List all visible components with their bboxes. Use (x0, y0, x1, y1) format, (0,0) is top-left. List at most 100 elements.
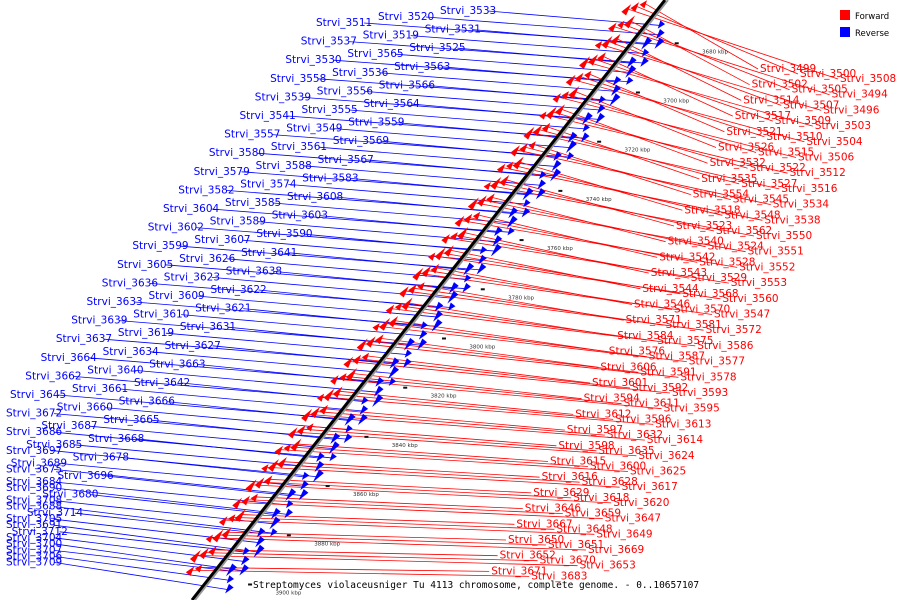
reverse-gene-label: Strvi_3590 (256, 228, 312, 240)
forward-connector (191, 569, 530, 577)
forward-gene-arrow (274, 445, 284, 456)
forward-connector (627, 8, 839, 80)
forward-gene-label: Strvi_3578 (680, 371, 736, 383)
reverse-gene-arrow (269, 516, 281, 530)
forward-gene-label: Strvi_3542 (659, 251, 715, 263)
reverse-gene-arrow (256, 527, 266, 538)
reverse-gene-arrow (550, 168, 562, 182)
reverse-connector (151, 419, 335, 440)
reverse-connector (149, 283, 451, 308)
reverse-connector (166, 401, 349, 421)
reverse-connector (364, 91, 600, 111)
reverse-connector (105, 475, 290, 497)
forward-gene-arrow (463, 213, 473, 224)
reverse-connector (395, 53, 630, 73)
reverse-gene-label: Strvi_3712 (12, 526, 68, 538)
forward-gene-arrow (519, 143, 528, 153)
forward-gene-arrow (199, 547, 209, 560)
reverse-gene-arrow (226, 575, 235, 584)
forward-gene-arrow (561, 91, 569, 100)
reverse-gene-label: Strvi_3583 (302, 172, 358, 184)
reverse-gene-label: Strvi_3621 (195, 303, 251, 315)
reverse-connector (411, 103, 587, 120)
reverse-gene-label: Strvi_3569 (333, 135, 389, 147)
forward-gene-arrow (205, 534, 213, 543)
axis-tick-label: 3880 kbp (314, 541, 340, 547)
reverse-gene-label: Strvi_3579 (194, 166, 250, 178)
forward-gene-arrow (401, 297, 413, 311)
axis-tick-mark (558, 189, 563, 192)
reverse-gene-arrow (506, 215, 518, 229)
forward-connector (269, 478, 532, 494)
forward-connector (283, 461, 540, 478)
reverse-gene-label: Strvi_3525 (409, 42, 465, 54)
forward-connector (460, 220, 738, 268)
reverse-gene-arrow (611, 84, 621, 96)
reverse-gene-arrow (270, 528, 278, 537)
reverse-gene-arrow (522, 187, 534, 201)
forward-connector (366, 355, 591, 384)
reverse-connector (212, 345, 394, 365)
reverse-gene-arrow (242, 547, 250, 556)
forward-gene-arrow (290, 438, 302, 452)
axis-tick-mark (597, 140, 602, 143)
forward-gene-arrow (372, 323, 380, 332)
reverse-gene-arrow (329, 452, 337, 462)
reverse-connector (304, 233, 483, 252)
forward-gene-arrow (434, 247, 446, 261)
reverse-gene-arrow (225, 583, 234, 594)
reverse-gene-arrow (372, 394, 384, 408)
reverse-gene-label: Strvi_3640 (87, 364, 143, 376)
forward-gene-arrow (228, 514, 236, 523)
reverse-gene-arrow (286, 500, 294, 509)
reverse-connector (272, 134, 570, 158)
reverse-gene-arrow (448, 302, 456, 311)
reverse-gene-label: Strvi_3622 (211, 284, 267, 296)
forward-connector (588, 73, 725, 133)
reverse-gene-arrow (357, 413, 368, 426)
reverse-connector (120, 457, 305, 478)
forward-connector (252, 484, 612, 504)
reverse-connector (442, 66, 616, 83)
forward-gene-arrow (512, 156, 524, 170)
forward-gene-label: Strvi_3546 (634, 299, 691, 311)
reverse-gene-arrow (551, 159, 562, 172)
forward-gene-label: Strvi_3550 (756, 230, 812, 242)
forward-gene-label: Strvi_3522 (750, 162, 806, 174)
reverse-connector (380, 140, 557, 158)
forward-gene-label: Strvi_3646 (525, 503, 582, 515)
forward-gene-arrow (608, 22, 617, 33)
forward-gene-arrow (588, 54, 599, 66)
reverse-connector (426, 85, 601, 102)
reverse-gene-arrow (359, 405, 369, 415)
forward-connector (288, 446, 589, 467)
forward-gene-arrow (457, 227, 469, 240)
forward-connector (196, 554, 578, 567)
reverse-connector (53, 524, 258, 553)
reverse-gene-arrow (581, 112, 593, 125)
forward-gene-arrow (579, 56, 591, 70)
reverse-gene-arrow (420, 321, 428, 330)
reverse-gene-arrow (285, 488, 297, 502)
forward-gene-arrow (394, 302, 403, 311)
reverse-gene-arrow (240, 555, 250, 566)
reverse-connector (287, 115, 585, 139)
forward-gene-label: Strvi_3524 (708, 241, 765, 253)
reverse-gene-label: Strvi_3668 (88, 433, 144, 445)
forward-gene-label: Strvi_3611 (624, 398, 680, 410)
forward-connector (469, 217, 698, 263)
reverse-gene-label: Strvi_3541 (240, 110, 296, 122)
reverse-connector (257, 221, 497, 243)
forward-gene-label: Strvi_3652 (500, 550, 556, 562)
forward-gene-arrow (545, 106, 557, 120)
forward-gene-arrow (339, 373, 347, 382)
reverse-connector (53, 556, 230, 581)
forward-connector (279, 449, 629, 472)
reverse-connector (53, 543, 244, 572)
axis-line (190, 0, 667, 600)
forward-gene-label: Strvi_3500 (800, 68, 856, 80)
reverse-gene-arrow (253, 544, 265, 558)
forward-gene-label: Strvi_3538 (764, 214, 820, 226)
forward-gene-arrow (472, 211, 481, 220)
forward-connector (344, 375, 622, 405)
